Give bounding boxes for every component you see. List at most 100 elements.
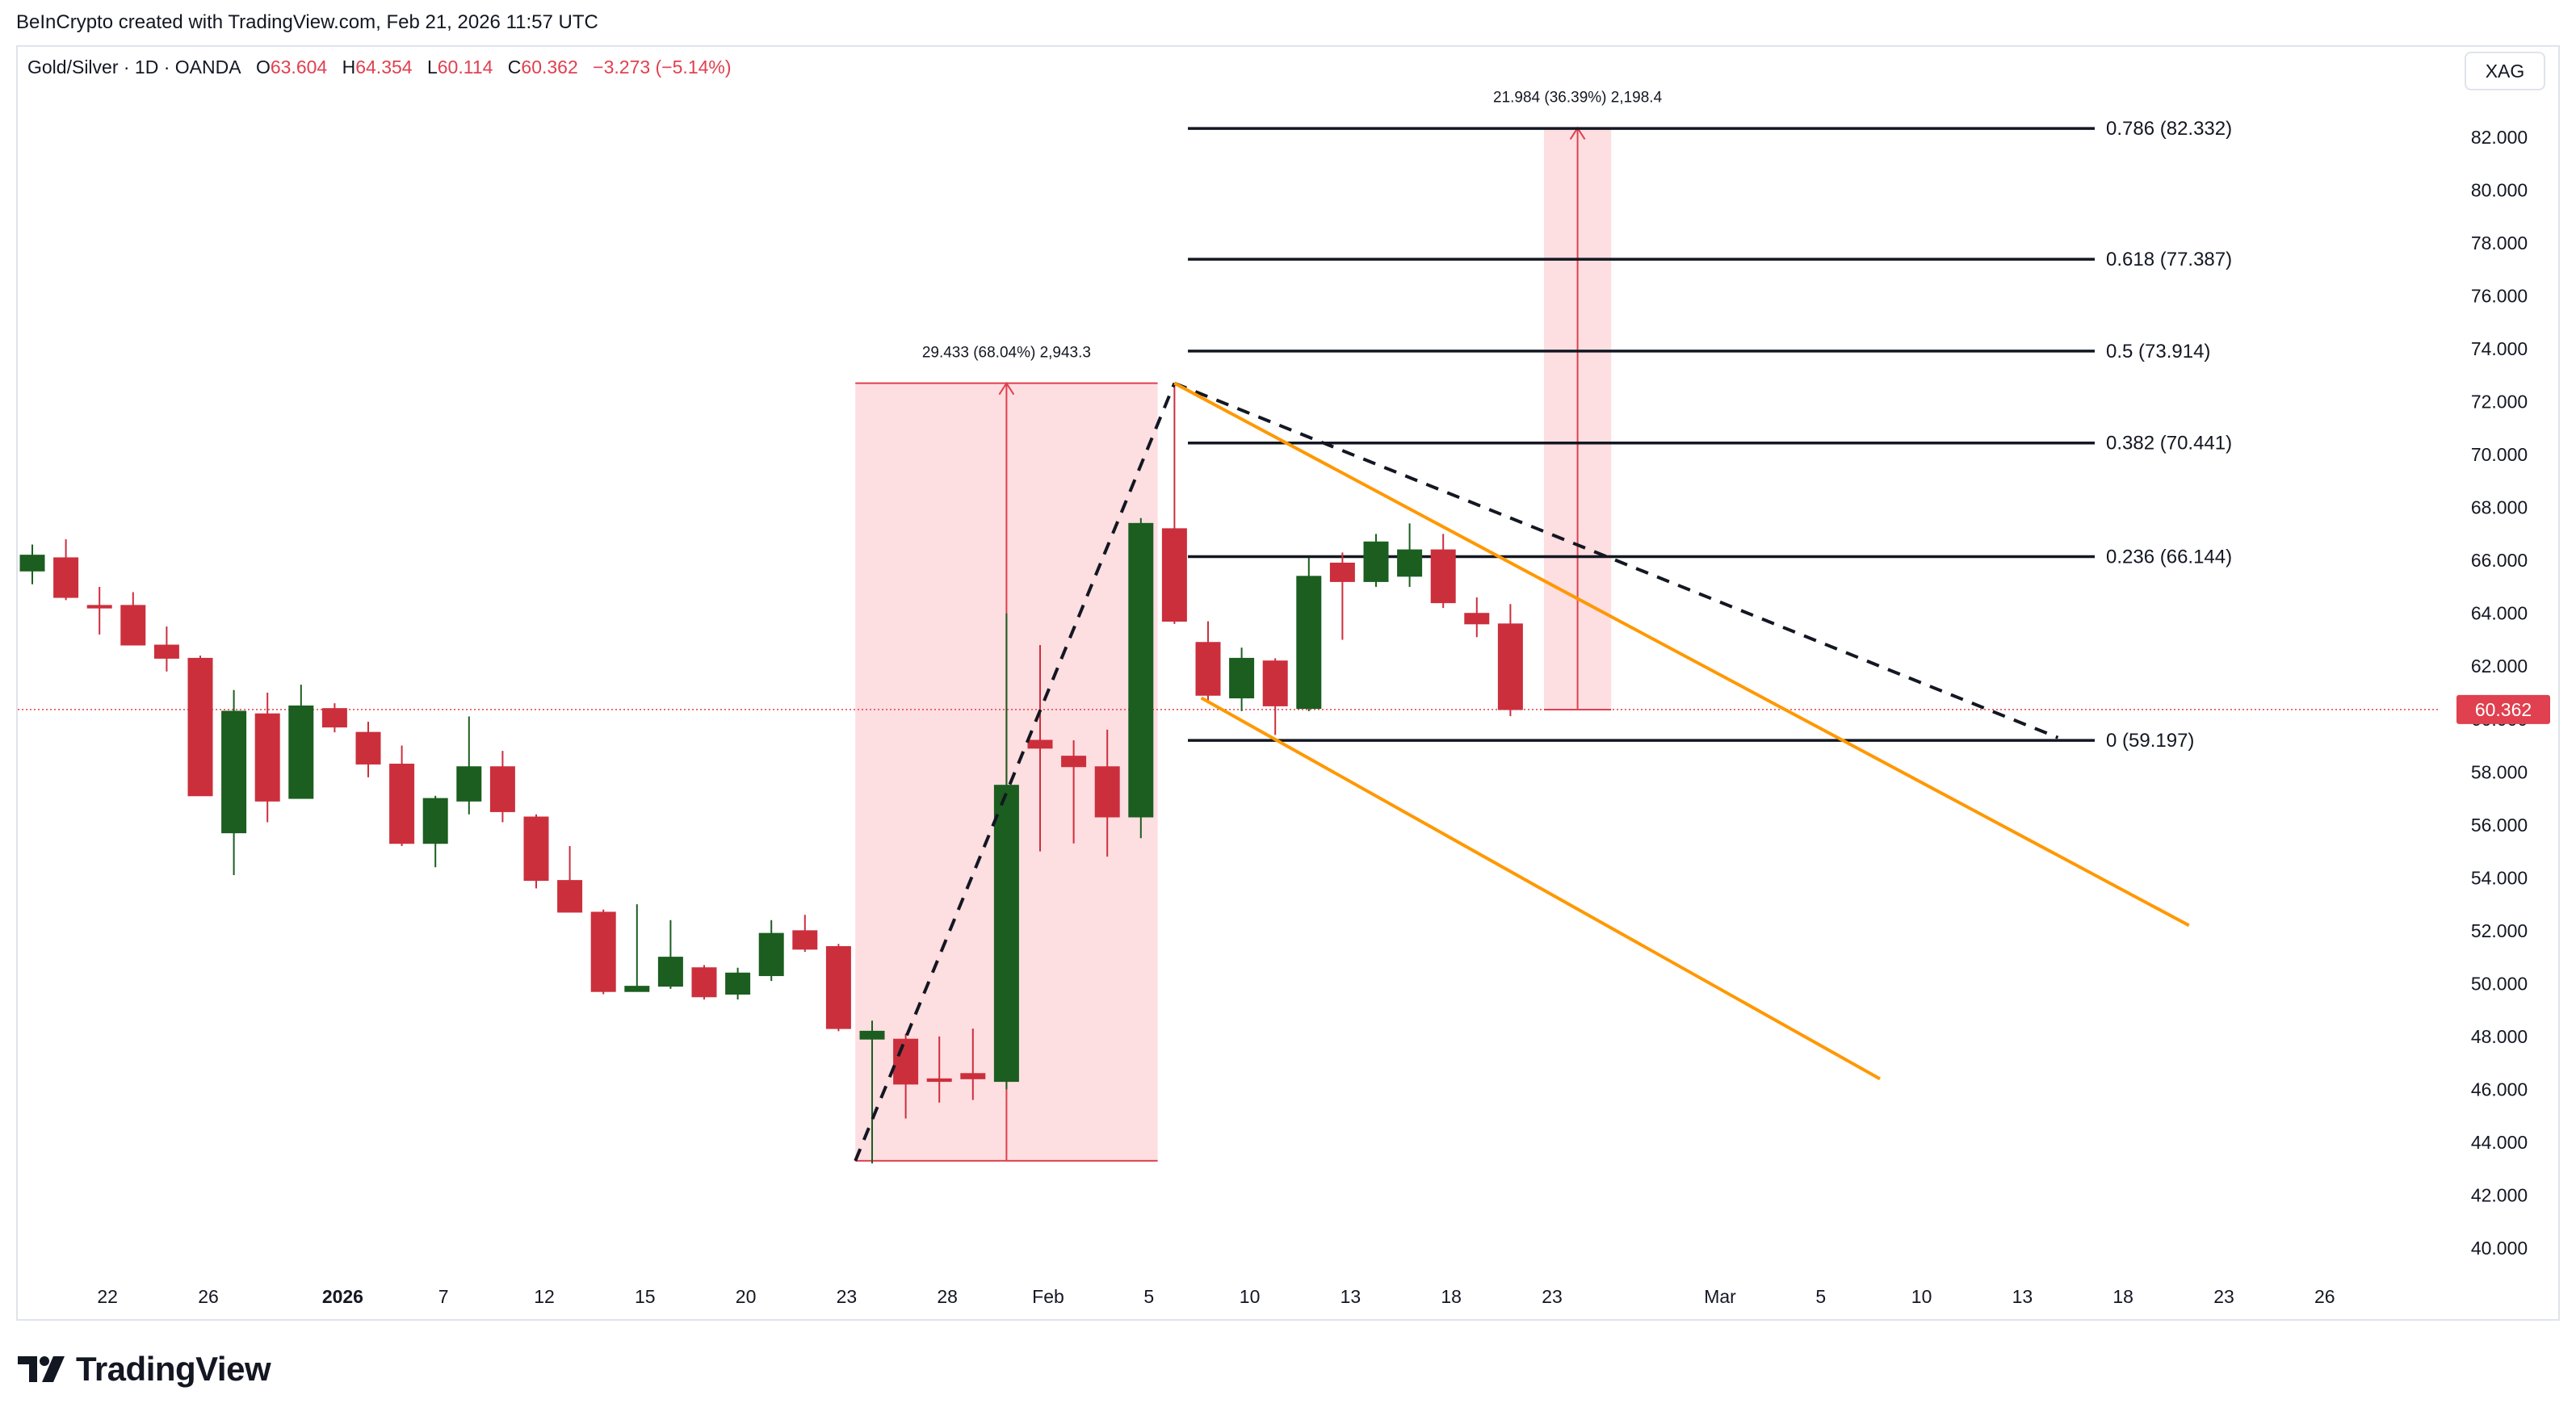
candle-body xyxy=(1027,739,1053,749)
x-tick-label: 5 xyxy=(1143,1286,1154,1307)
tradingview-logo[interactable]: TradingView xyxy=(18,1350,271,1389)
current-price-badge xyxy=(2456,694,2550,724)
x-tick-label: 28 xyxy=(937,1286,958,1307)
candle-down xyxy=(489,751,515,823)
y-tick-label: 42.000 xyxy=(2471,1184,2528,1205)
fib-level-label: 0.5 (73.914) xyxy=(2106,341,2210,362)
symbol-name[interactable]: Gold/Silver · 1D · OANDA xyxy=(27,57,241,78)
candle-body xyxy=(1161,528,1187,622)
candle-down xyxy=(389,745,415,847)
change-value: −3.273 (−5.14%) xyxy=(593,57,732,78)
candle-body xyxy=(1430,549,1456,604)
symbol-legend: Gold/Silver · 1D · OANDA O63.604 H64.354… xyxy=(27,57,732,78)
candle-up xyxy=(1229,647,1255,711)
y-tick-label: 66.000 xyxy=(2471,550,2528,571)
channel-trendline xyxy=(1200,696,1881,1081)
measure-arrow-head xyxy=(998,381,1015,396)
current-price-label: 60.362 xyxy=(2475,699,2532,720)
candle-down xyxy=(1430,534,1456,609)
fib-level-label: 0.236 (66.144) xyxy=(2106,546,2232,568)
channel-trendline xyxy=(1173,381,2190,928)
y-tick-label: 72.000 xyxy=(2471,392,2528,413)
candle-body xyxy=(1061,756,1087,768)
candle-body xyxy=(1329,562,1355,582)
candle-body xyxy=(86,605,112,609)
y-tick-label: 70.000 xyxy=(2471,444,2528,465)
fib-level-label: 0 (59.197) xyxy=(2106,730,2194,752)
dashed-trendline xyxy=(1173,381,2059,739)
y-tick-label: 58.000 xyxy=(2471,761,2528,782)
candle-down xyxy=(1161,383,1187,624)
y-tick-label: 76.000 xyxy=(2471,286,2528,307)
candle-down xyxy=(321,703,347,733)
candle-body xyxy=(557,880,583,913)
candle-up xyxy=(1296,557,1322,711)
candle-up xyxy=(657,920,683,989)
candle-body xyxy=(792,930,818,950)
candle-body xyxy=(859,1030,885,1040)
x-tick-label: 13 xyxy=(2012,1286,2033,1307)
candle-body xyxy=(321,708,347,728)
candle-body xyxy=(893,1038,919,1085)
y-tick-label: 80.000 xyxy=(2471,180,2528,201)
candle-body xyxy=(1397,549,1423,577)
candle-down xyxy=(557,846,583,913)
y-tick-label: 40.000 xyxy=(2471,1238,2528,1259)
currency-unit-button[interactable]: XAG xyxy=(2465,52,2545,90)
trendline-layer xyxy=(854,381,2190,1162)
candle-body xyxy=(456,766,482,802)
x-tick-label: 2026 xyxy=(322,1286,363,1307)
candle-up xyxy=(221,689,247,876)
candle-body xyxy=(926,1078,952,1083)
fibonacci-layer: 0.786 (82.332) 0.618 (77.387) 0.5 (73.914)… xyxy=(18,118,2440,752)
candle-body xyxy=(422,798,448,844)
candle-down xyxy=(53,538,79,601)
candle-down xyxy=(1464,597,1490,638)
y-tick-label: 78.000 xyxy=(2471,233,2528,253)
candle-down xyxy=(254,693,280,823)
x-tick-label: 26 xyxy=(2314,1286,2335,1307)
close-label: C xyxy=(507,57,522,78)
fib-level-label: 0.786 (82.332) xyxy=(2106,118,2232,140)
candle-body xyxy=(1094,766,1120,818)
candles-layer xyxy=(19,383,1523,1164)
dashed-trendline xyxy=(854,382,1177,1162)
candle-down xyxy=(926,1036,952,1103)
high-value: 64.354 xyxy=(355,57,413,78)
candle-body xyxy=(725,972,751,995)
candle-body xyxy=(758,932,784,977)
x-tick-label: 23 xyxy=(837,1286,858,1307)
x-tick-label: 13 xyxy=(1340,1286,1361,1307)
x-tick-label: Feb xyxy=(1032,1286,1064,1307)
low-value: 60.114 xyxy=(437,57,493,78)
candle-body xyxy=(590,911,616,992)
y-tick-label: 52.000 xyxy=(2471,920,2528,941)
candle-up xyxy=(19,544,45,584)
candle-up xyxy=(624,904,650,992)
y-tick-label: 62.000 xyxy=(2471,656,2528,677)
candle-down xyxy=(1262,658,1288,735)
candle-down xyxy=(691,965,717,1000)
y-tick-label: 74.000 xyxy=(2471,338,2528,359)
x-tick-label: 23 xyxy=(2213,1286,2234,1307)
candle-body xyxy=(691,967,717,998)
y-tick-label: 50.000 xyxy=(2471,973,2528,994)
candle-body xyxy=(389,763,415,844)
candle-body xyxy=(221,710,247,834)
candle-up xyxy=(859,1020,885,1164)
candle-up xyxy=(1128,517,1154,839)
candle-body xyxy=(1229,657,1255,699)
candle-down xyxy=(1061,739,1087,844)
low-label: L xyxy=(426,57,438,78)
x-tick-label: 5 xyxy=(1815,1286,1826,1307)
candle-body xyxy=(1128,522,1154,818)
high-label: H xyxy=(342,57,356,78)
candle-body xyxy=(19,555,45,572)
close-value: 60.362 xyxy=(521,57,578,78)
candle-body xyxy=(960,1073,986,1079)
x-tick-label: 20 xyxy=(736,1286,757,1307)
candle-body xyxy=(624,986,650,992)
candle-down xyxy=(1027,645,1053,852)
candle-down xyxy=(1497,604,1523,717)
